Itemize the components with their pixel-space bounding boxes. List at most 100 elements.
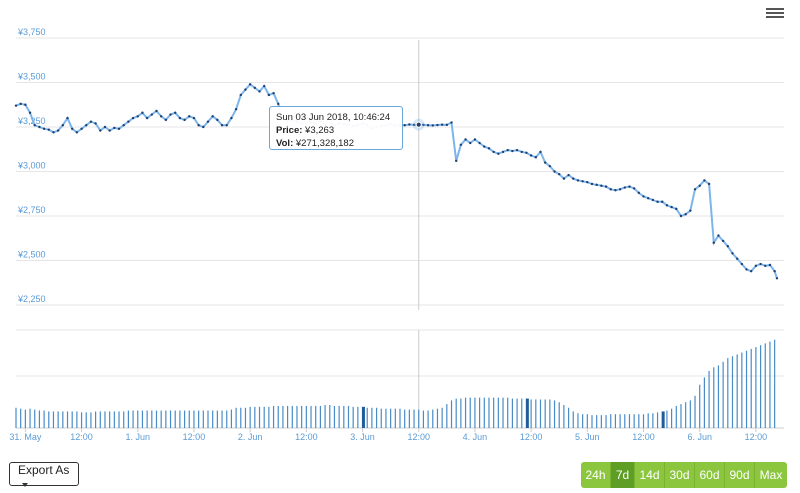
volume-bar: [755, 347, 757, 428]
price-point: [707, 182, 711, 186]
volume-bar: [113, 411, 115, 428]
volume-bar: [502, 397, 504, 428]
price-point: [642, 195, 645, 198]
volume-bar: [745, 350, 748, 428]
price-point: [511, 149, 514, 153]
time-tick-label: 1. Jun: [125, 432, 150, 442]
volume-bar: [713, 367, 715, 428]
price-point: [234, 108, 238, 111]
volume-bar: [90, 412, 92, 428]
price-point: [80, 127, 83, 130]
volume-bar: [29, 408, 31, 428]
volume-bar: [624, 414, 626, 428]
time-tick-label: 4. Jun: [463, 432, 488, 442]
volume-bar: [15, 407, 17, 428]
volume-bar: [675, 405, 677, 428]
price-point: [14, 104, 18, 107]
price-point: [47, 128, 50, 131]
price-point: [628, 185, 631, 188]
price-point: [169, 113, 172, 116]
price-point: [178, 116, 182, 120]
volume-bar: [394, 408, 396, 428]
price-point: [85, 124, 88, 127]
time-tick-label: 3. Jun: [350, 432, 375, 442]
volume-bar: [207, 410, 209, 428]
price-point: [19, 102, 22, 106]
price-point: [548, 164, 552, 168]
range-button-60d[interactable]: 60d: [695, 462, 725, 488]
volume-bar: [244, 407, 247, 428]
price-point: [174, 111, 177, 114]
volume-bar: [408, 409, 410, 428]
time-range-selector: 24h 7d 14d 30d 60d 90d Max: [581, 462, 787, 488]
volume-bar: [357, 406, 359, 428]
price-point: [656, 200, 659, 203]
price-point: [253, 86, 257, 90]
volume-bar: [544, 399, 546, 428]
price-point: [525, 151, 528, 155]
price-point: [422, 123, 425, 127]
volume-bar: [605, 415, 607, 428]
volume-bar: [76, 411, 78, 428]
volume-bar: [685, 402, 687, 428]
volume-bar: [183, 410, 186, 428]
volume-bar: [52, 411, 55, 428]
range-button-max[interactable]: Max: [755, 462, 787, 488]
volume-bar: [123, 411, 125, 428]
volume-bar: [450, 400, 453, 428]
volume-bar: [193, 410, 195, 428]
price-point: [623, 186, 626, 189]
price-point: [567, 173, 570, 177]
volume-bar: [436, 408, 439, 428]
price-point: [24, 103, 27, 106]
volume-bar: [263, 406, 265, 428]
price-point: [750, 269, 753, 273]
range-button-30d[interactable]: 30d: [665, 462, 695, 488]
range-button-24h[interactable]: 24h: [581, 462, 611, 488]
price-point: [136, 115, 139, 118]
price-point: [576, 179, 580, 182]
volume-bar: [43, 410, 45, 428]
price-tick-label: ¥2,750: [17, 205, 46, 215]
price-point: [609, 188, 612, 191]
price-point: [661, 200, 664, 203]
hamburger-menu-icon[interactable]: [766, 6, 784, 22]
volume-bar: [146, 410, 148, 428]
range-button-14d[interactable]: 14d: [635, 462, 665, 488]
volume-bar: [553, 400, 556, 428]
volume-bar: [301, 405, 303, 428]
export-as-button[interactable]: Export As: [9, 462, 79, 487]
price-point: [211, 115, 214, 118]
volume-bar: [413, 409, 415, 428]
price-point: [108, 129, 111, 132]
price-point: [618, 188, 622, 191]
volume-bar: [310, 405, 312, 428]
volume-bar: [694, 395, 696, 428]
price-point: [159, 115, 163, 118]
price-point: [202, 125, 205, 129]
price-tick-label: ¥2,250: [17, 294, 46, 304]
price-point: [469, 141, 472, 145]
price-point: [52, 131, 55, 134]
volume-bar: [774, 339, 776, 428]
volume-bar: [118, 411, 120, 428]
price-point: [543, 161, 547, 164]
volume-bar: [315, 405, 317, 428]
volume-bar: [99, 411, 101, 428]
price-point: [604, 185, 608, 188]
volume-bar-series: [15, 339, 776, 428]
volume-bar: [212, 410, 214, 428]
price-point: [61, 124, 65, 127]
range-button-7d[interactable]: 7d: [611, 462, 635, 488]
price-point: [632, 187, 636, 190]
volume-bar: [614, 414, 617, 428]
volume-bar: [169, 410, 172, 428]
volume-bar: [104, 411, 106, 428]
price-point: [689, 209, 692, 212]
time-axis-labels: 31. May 12:00 1. Jun 12:00 2. Jun 12:00 3. Jun…: [9, 428, 767, 442]
range-button-90d[interactable]: 90d: [725, 462, 755, 488]
hovered-price-point[interactable]: [415, 121, 422, 128]
volume-bar: [741, 352, 743, 428]
volume-bar: [703, 377, 705, 428]
volume-bar: [619, 414, 621, 428]
